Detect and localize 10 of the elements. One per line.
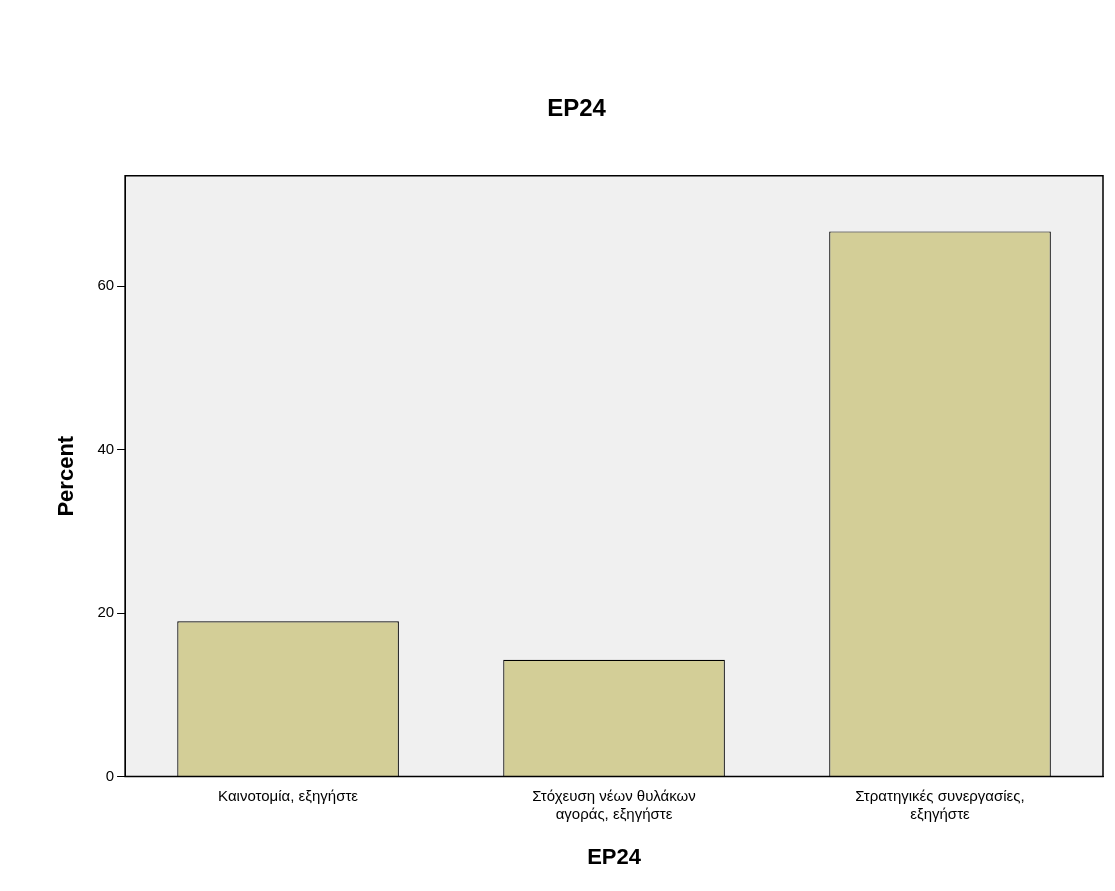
- x-axis-title: EP24: [587, 843, 642, 869]
- y-tick-label: 0: [105, 766, 115, 784]
- y-tick-label: 60: [97, 276, 115, 294]
- x-tick-label: Καινοτομία, εξηγήστε: [218, 786, 359, 804]
- y-tick-label: 40: [97, 439, 115, 457]
- y-tick-label: 20: [97, 603, 115, 621]
- y-axis-title: Percent: [53, 435, 79, 517]
- chart-title: EP24: [547, 94, 607, 122]
- x-tick-label: Στόχευση νέων θυλάκων αγοράς, εξηγήστε: [532, 786, 696, 822]
- x-tick-label: Στρατηγικές συνεργασίες, εξηγήστε: [855, 786, 1025, 822]
